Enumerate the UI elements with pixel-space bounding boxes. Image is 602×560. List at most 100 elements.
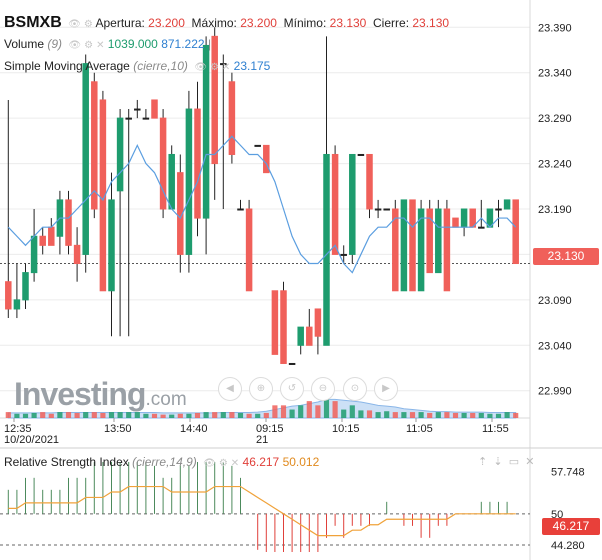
eye-icon[interactable]: 👁 <box>68 40 82 51</box>
volume-bar <box>332 401 338 418</box>
volume-bar <box>22 413 29 418</box>
candle-body <box>220 63 227 66</box>
volume-layer <box>5 380 519 419</box>
time-axis-sublabel: 10/20/2021 <box>4 434 59 446</box>
candle-body <box>82 63 89 255</box>
candle-body <box>202 44 210 219</box>
candle-body <box>340 253 347 256</box>
price-axis-label: 23.290 <box>538 113 572 125</box>
volume-bar <box>100 412 106 418</box>
volume-bar <box>289 409 295 418</box>
time-axis-label: 10:15 <box>332 423 360 435</box>
gear-icon[interactable]: ⚙ <box>83 19 93 30</box>
price-axis-label: 23.390 <box>538 22 572 34</box>
ohlc-legend: BSMXB 👁 ⚙ Apertura: 23.200 Máximo: 23.200… <box>4 14 449 32</box>
candle-body <box>392 208 399 292</box>
close-label: Cierre: <box>373 16 410 30</box>
move-up-icon[interactable]: ⇡ <box>478 456 488 468</box>
candle-body <box>435 208 442 274</box>
rsi-axis-label: 50 <box>551 509 563 521</box>
scroll-left-button[interactable]: ◀ <box>218 377 242 401</box>
volume-bar <box>134 412 140 418</box>
volume-bar <box>237 412 244 418</box>
volume-bar <box>108 412 115 418</box>
zoom-reset-button[interactable]: ↺ <box>280 377 304 401</box>
eye-icon[interactable]: 👁 <box>68 19 81 30</box>
candle-body <box>73 244 81 265</box>
gear-icon[interactable]: ⚙ <box>84 40 94 51</box>
volume-bar <box>444 412 450 418</box>
rsi-layer <box>0 462 530 552</box>
fit-button[interactable]: ⊙ <box>343 377 367 401</box>
candle-body <box>478 226 485 229</box>
close-icon[interactable]: ✕ <box>221 62 231 73</box>
volume-bar <box>427 412 433 418</box>
price-axis-label: 22.990 <box>538 386 572 398</box>
candle-body <box>185 108 193 255</box>
volume-bar <box>126 412 132 418</box>
volume-bar <box>263 412 269 418</box>
maximize-icon[interactable]: ▭ <box>508 456 520 468</box>
close-icon[interactable]: ✕ <box>96 40 105 51</box>
volume-bar <box>280 405 287 418</box>
volume-bar <box>151 413 158 418</box>
candle-body <box>452 217 459 228</box>
candle-body <box>125 117 132 120</box>
rsi-param: (cierre,14,9) <box>132 455 197 469</box>
eye-icon[interactable]: 👁 <box>194 62 207 73</box>
rsi-current-badge: 46.217 <box>542 518 600 535</box>
volume-bar <box>272 405 278 418</box>
gear-icon[interactable]: ⚙ <box>218 458 228 469</box>
zoom-in-button[interactable]: ⊕ <box>249 377 273 401</box>
sma-line <box>7 135 517 274</box>
candle-body <box>211 35 218 165</box>
volume-bar <box>40 412 46 418</box>
price-grid <box>0 26 530 392</box>
volume-bar <box>57 412 63 418</box>
price-axis: 23.39023.34023.29023.24023.19023.14023.0… <box>538 22 572 397</box>
time-axis-label: 12:35 <box>4 423 32 435</box>
scroll-right-button[interactable]: ▶ <box>374 377 398 401</box>
close-icon[interactable]: ✕ <box>230 458 240 469</box>
volume-bar <box>384 411 390 418</box>
price-axis-label: 23.040 <box>538 340 572 352</box>
candle-body <box>383 208 390 211</box>
close-pane-icon[interactable]: ✕ <box>525 456 535 468</box>
volume-bar <box>83 412 89 418</box>
eye-icon[interactable]: 👁 <box>203 458 216 469</box>
price-axis-label: 23.090 <box>538 295 572 307</box>
time-axis-label: 14:40 <box>180 423 208 435</box>
time-axis-label: 13:50 <box>104 423 132 435</box>
candle-body <box>460 208 468 228</box>
candle-body <box>426 208 433 274</box>
price-axis-label: 23.240 <box>538 159 572 171</box>
volume-bar <box>203 412 209 418</box>
volume-bar <box>143 413 149 418</box>
time-axis-label: 11:05 <box>406 423 433 435</box>
volume-bar <box>31 412 37 418</box>
candle-body <box>13 299 21 310</box>
volume-bar <box>255 413 261 418</box>
candle-body <box>297 326 304 346</box>
zoom-out-button[interactable]: ⊖ <box>311 377 335 401</box>
gear-icon[interactable]: ⚙ <box>209 62 219 73</box>
volume-bar <box>48 413 54 418</box>
volume-bar <box>306 401 312 418</box>
candle-body <box>254 144 261 147</box>
volume-bar <box>220 412 226 418</box>
volume-bar <box>478 412 484 418</box>
low-value: 23.130 <box>329 16 367 30</box>
move-down-icon[interactable]: ⇣ <box>493 456 503 468</box>
watermark-suffix: .com <box>145 389 187 410</box>
candle-body <box>228 81 236 155</box>
rsi-axis: 57.748 50 44.280 <box>551 467 585 552</box>
candle-body <box>366 153 373 210</box>
candle-body <box>503 199 511 210</box>
volume-bar <box>315 405 321 418</box>
volume-bar <box>349 405 355 418</box>
volume-bar <box>409 412 416 418</box>
candle-body <box>5 281 12 310</box>
volume-bar <box>470 412 476 418</box>
